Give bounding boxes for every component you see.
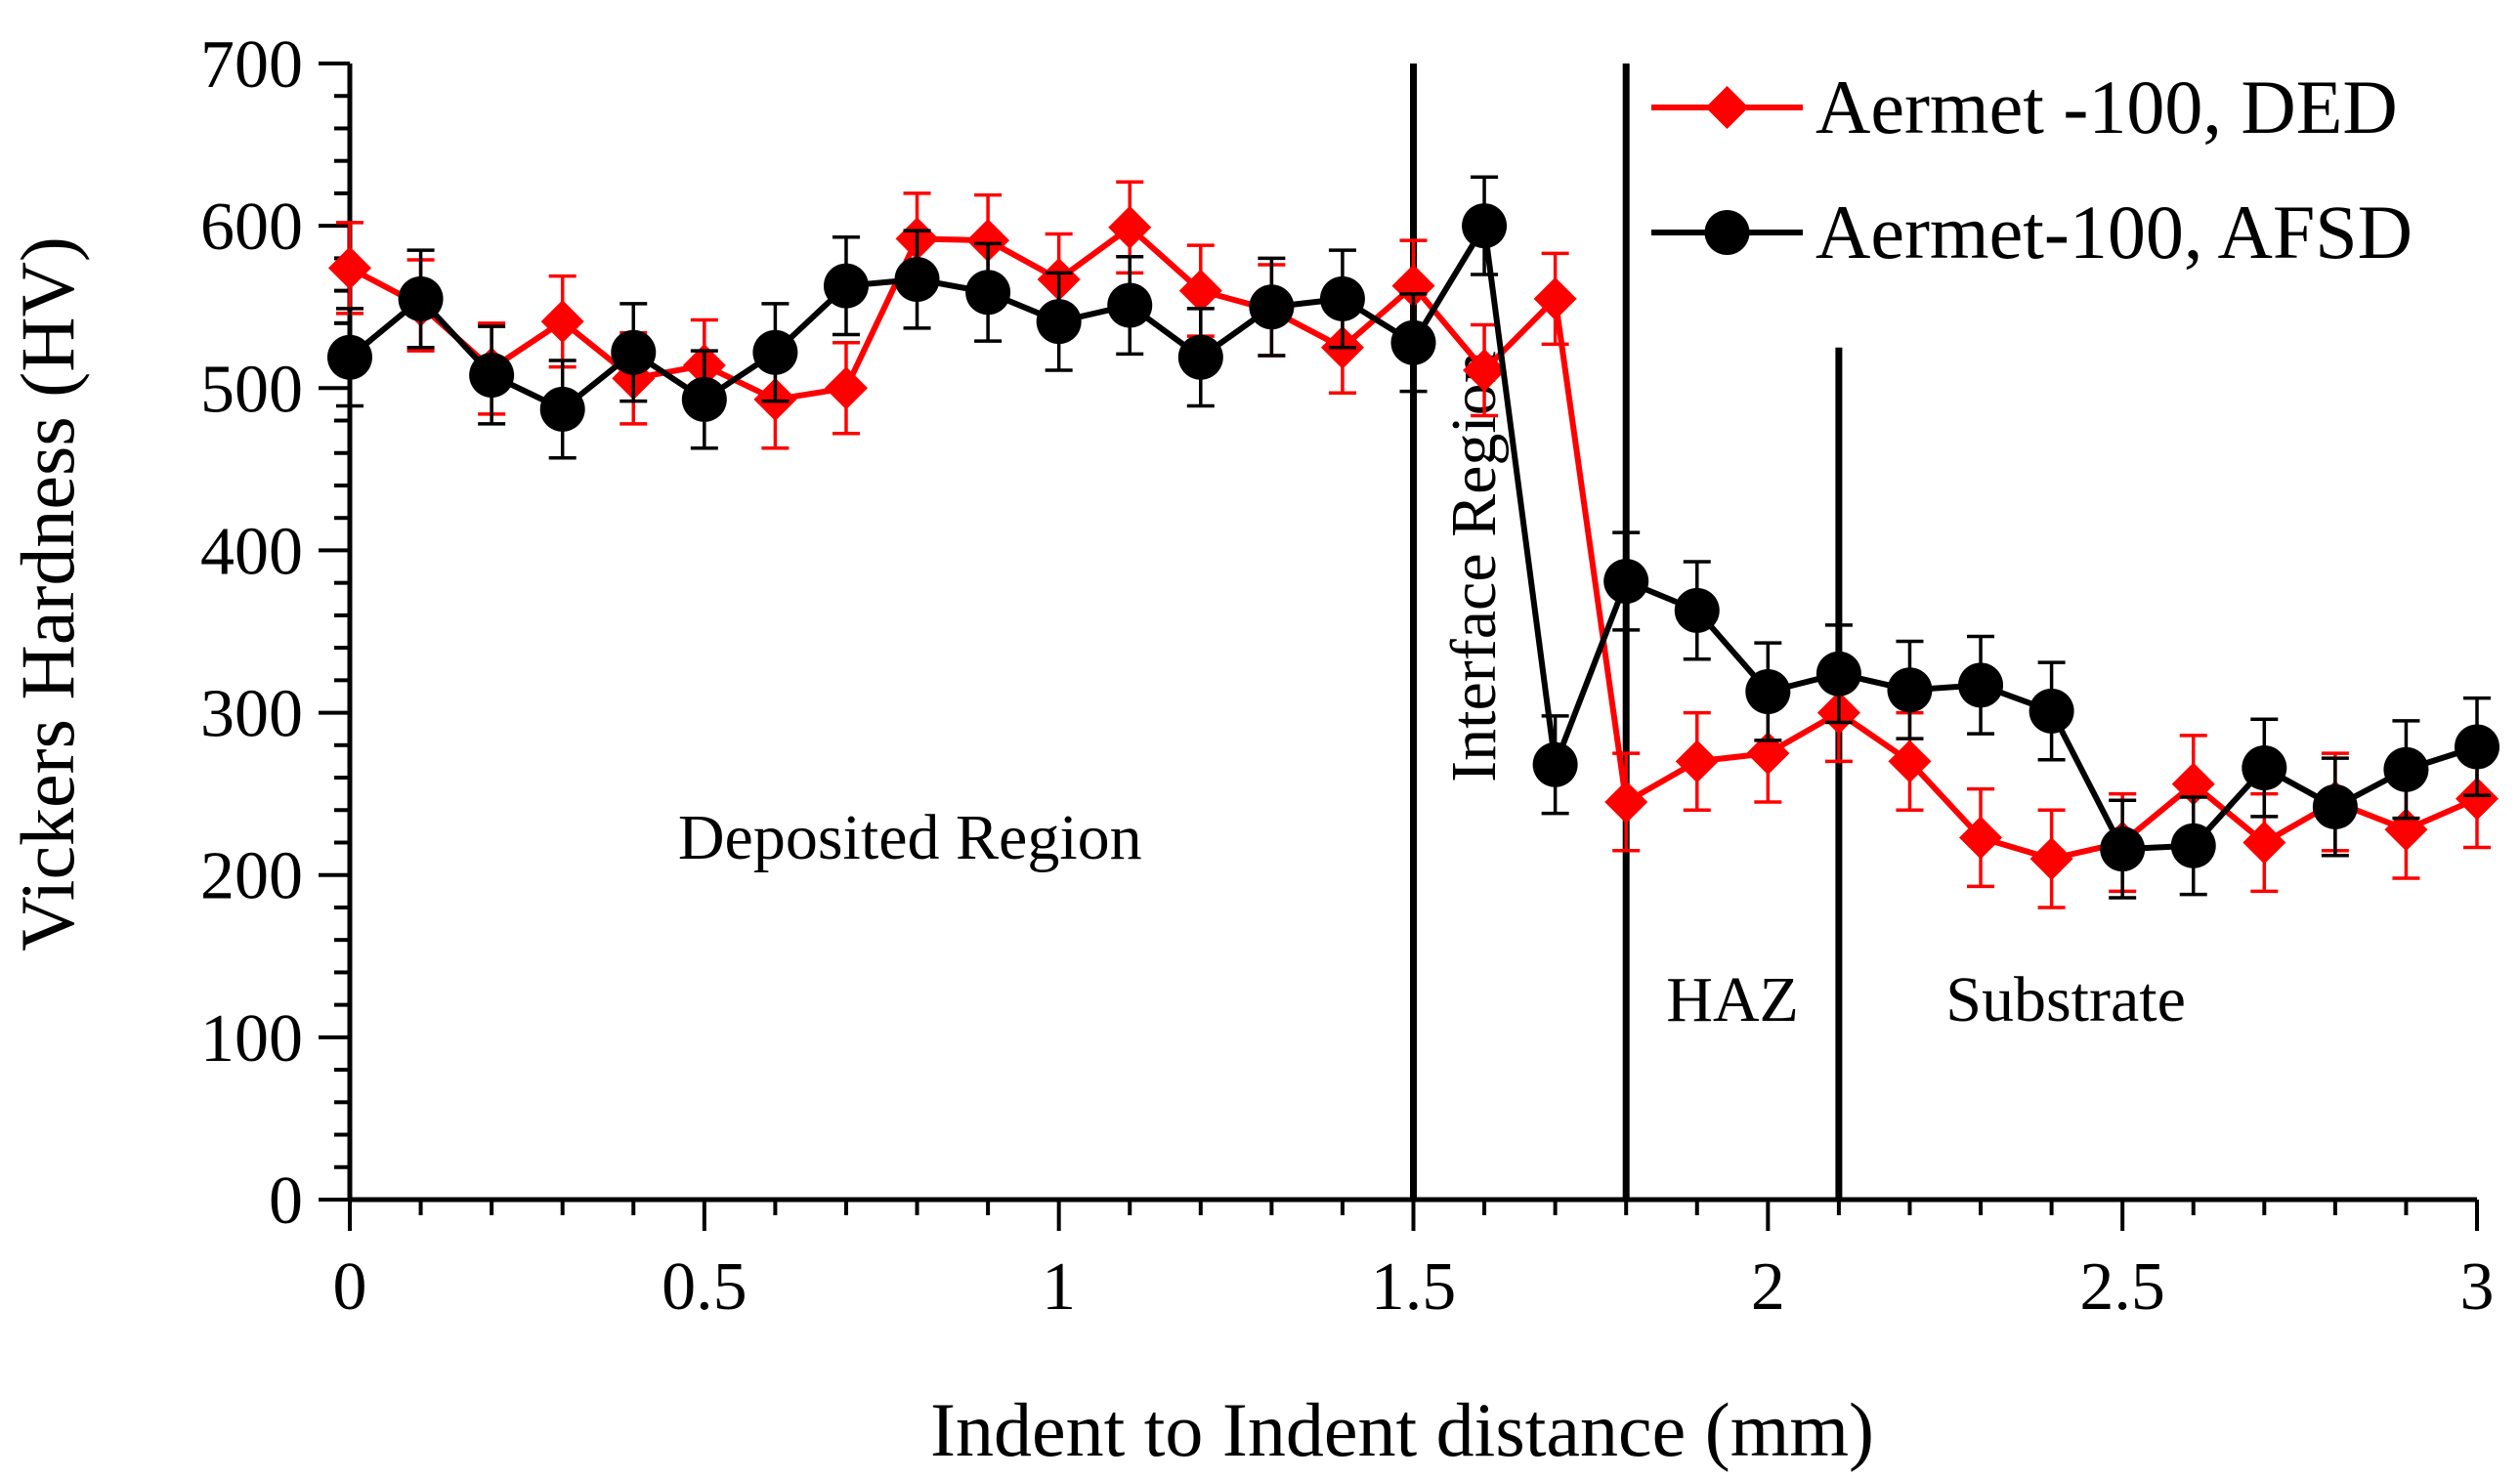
data-series (327, 175, 2499, 909)
y-tick-label: 300 (200, 677, 303, 752)
legend-label: Aermet -100, DED (1815, 64, 2398, 149)
data-point-diamond (1959, 816, 2003, 860)
data-point-circle (823, 263, 869, 309)
data-point-circle (1887, 667, 1933, 713)
data-point-diamond (2456, 777, 2499, 821)
legend-label: Aermet-100, AFSD (1815, 190, 2413, 275)
data-point-circle (1532, 741, 1578, 787)
data-point-diamond (1888, 740, 1932, 783)
data-point-circle (398, 275, 444, 321)
data-point-circle (1036, 299, 1082, 345)
data-point-diamond (540, 300, 584, 344)
data-point-circle (1107, 282, 1153, 328)
y-tick-label: 0 (269, 1163, 303, 1239)
data-point-circle (2242, 745, 2287, 791)
x-axis-title: Indent to Indent distance (mm) (930, 1387, 1874, 1472)
data-point-diamond (1178, 269, 1222, 313)
data-point-circle (2455, 724, 2499, 770)
data-point-circle (2170, 823, 2216, 868)
data-point-diamond (1108, 205, 1152, 249)
data-point-diamond (1705, 86, 1749, 129)
region-label: Deposited Region (678, 802, 1142, 873)
data-point-diamond (1391, 264, 1435, 308)
data-point-diamond (328, 246, 371, 290)
y-tick-label: 500 (200, 352, 303, 427)
data-point-diamond (1463, 349, 1507, 393)
data-point-circle (2312, 783, 2358, 829)
data-point-circle (469, 352, 515, 398)
y-axis-title: Vickers Hardness (HV) (5, 236, 90, 951)
region-label: Substrate (1945, 964, 2186, 1035)
data-point-circle (1745, 668, 1791, 714)
axes: 0 100 200 300 400 500 600 700 0 0.5 1 1.5 2 2.5 3 (200, 27, 2495, 1325)
series-afsd (327, 175, 2499, 900)
data-point-circle (1249, 284, 1295, 330)
y-tick-label: 200 (200, 839, 303, 914)
region-labels: Deposited Region Interface Region HAZ Subst… (678, 351, 2186, 1035)
data-point-circle (1462, 203, 1508, 249)
data-point-diamond (2242, 821, 2286, 865)
data-point-circle (894, 256, 940, 302)
data-point-circle (327, 334, 372, 380)
y-tick-label: 100 (200, 1001, 303, 1077)
data-point-circle (1319, 275, 1365, 321)
region-label: HAZ (1666, 964, 1799, 1035)
data-point-circle (965, 270, 1011, 316)
data-point-diamond (1675, 740, 1719, 783)
data-point-circle (681, 376, 727, 422)
data-point-diamond (1533, 276, 1577, 320)
data-point-circle (1958, 662, 2004, 708)
x-tick-label: 0.5 (662, 1249, 747, 1325)
data-point-diamond (1746, 732, 1790, 776)
x-tick-label: 3 (2460, 1249, 2495, 1325)
data-point-circle (539, 386, 585, 432)
data-point-circle (1390, 319, 1436, 365)
x-tick-label: 2.5 (2079, 1249, 2165, 1325)
x-tick-label: 0 (333, 1249, 367, 1325)
data-point-circle (1177, 334, 1223, 380)
data-point-circle (2029, 688, 2074, 734)
x-tick-label: 2 (1751, 1249, 1785, 1325)
x-tick-label: 1 (1042, 1249, 1076, 1325)
data-point-diamond (2029, 837, 2073, 881)
region-label: Interface Region (1438, 351, 1510, 782)
data-point-diamond (1604, 780, 1648, 824)
data-point-circle (752, 329, 798, 375)
y-tick-label: 700 (200, 27, 303, 103)
data-point-diamond (824, 366, 868, 410)
data-point-diamond (2171, 762, 2215, 806)
data-point-circle (1603, 558, 1649, 604)
y-tick-label: 400 (200, 514, 303, 589)
data-point-circle (2383, 746, 2429, 792)
legend: Aermet -100, DED Aermet-100, AFSD (1651, 64, 2413, 275)
data-point-circle (611, 329, 657, 375)
data-point-circle (1674, 587, 1720, 633)
x-tick-label: 1.5 (1371, 1249, 1457, 1325)
y-tick-label: 600 (200, 190, 303, 265)
data-point-circle (2100, 826, 2146, 872)
data-point-diamond (966, 219, 1010, 263)
data-point-circle (1815, 651, 1861, 697)
data-point-circle (1704, 210, 1750, 255)
